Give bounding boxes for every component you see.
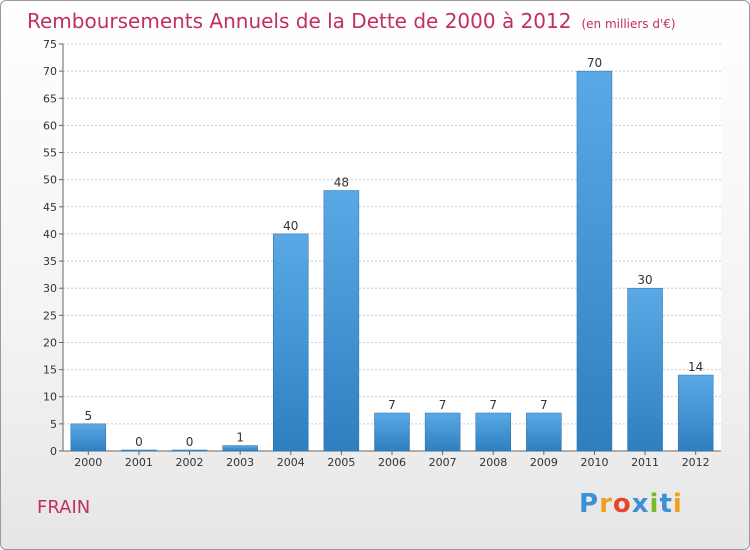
chart-title: Remboursements Annuels de la Dette de 20… — [27, 9, 676, 33]
bar — [677, 374, 714, 452]
x-tick-label: 2010 — [580, 456, 608, 469]
logo-letter: x — [631, 489, 650, 519]
chart-title-text: Remboursements Annuels de la Dette de 20… — [27, 9, 572, 33]
data-label: 0 — [135, 435, 143, 449]
bar — [576, 70, 613, 452]
bar — [171, 449, 208, 452]
x-tick-label: 2009 — [530, 456, 558, 469]
data-label: 30 — [637, 273, 652, 287]
y-tick-label: 70 — [43, 65, 57, 78]
data-label: 0 — [186, 435, 194, 449]
y-tick-label: 75 — [43, 38, 57, 51]
y-tick-label: 60 — [43, 119, 57, 132]
y-tick-label: 35 — [43, 255, 57, 268]
proxiti-logo: Proxiti — [579, 489, 683, 519]
x-tick-label: 2008 — [479, 456, 507, 469]
y-tick-label: 50 — [43, 174, 57, 187]
data-label: 48 — [334, 176, 349, 190]
x-tick-label: 2006 — [378, 456, 406, 469]
y-tick-label: 65 — [43, 92, 57, 105]
bar — [222, 445, 258, 452]
x-tick-label: 2011 — [631, 456, 659, 469]
data-label: 1 — [236, 431, 244, 445]
y-tick-label: 10 — [43, 391, 57, 404]
y-tick-label: 40 — [43, 228, 57, 241]
x-tick-label: 2005 — [327, 456, 355, 469]
bar — [424, 412, 461, 452]
y-tick-label: 5 — [50, 418, 57, 431]
bar — [526, 412, 562, 452]
y-tick-label: 25 — [43, 309, 57, 322]
logo-letter: o — [612, 489, 632, 519]
logo-letter: i — [649, 489, 660, 519]
bar — [323, 190, 360, 452]
chart-unit: (en milliers d'€) — [581, 17, 676, 31]
data-label: 7 — [540, 398, 548, 412]
x-tick-label: 2002 — [176, 456, 204, 469]
plot-area — [63, 44, 721, 451]
logo-letter: r — [599, 489, 613, 519]
y-tick-label: 0 — [50, 445, 57, 458]
x-tick-label: 2007 — [429, 456, 457, 469]
logo-letter: P — [579, 489, 600, 519]
y-tick-label: 30 — [43, 282, 57, 295]
bar — [475, 412, 511, 452]
x-tick-label: 2003 — [226, 456, 254, 469]
y-tick-label: 45 — [43, 201, 57, 214]
data-label: 5 — [84, 409, 92, 423]
data-label: 7 — [489, 398, 497, 412]
y-tick-label: 55 — [43, 147, 57, 160]
bar — [70, 423, 107, 452]
y-tick-label: 15 — [43, 364, 57, 377]
data-label: 40 — [283, 219, 298, 233]
data-label: 7 — [439, 398, 447, 412]
logo-letter: i — [672, 489, 683, 519]
x-tick-label: 2012 — [682, 456, 710, 469]
data-label: 70 — [587, 56, 602, 70]
place-name: FRAIN — [37, 497, 91, 518]
bar — [273, 233, 309, 452]
data-label: 7 — [388, 398, 396, 412]
x-tick-label: 2001 — [125, 456, 153, 469]
bar — [121, 449, 157, 452]
logo-letter: t — [659, 489, 673, 519]
data-label: 14 — [688, 360, 703, 374]
x-tick-label: 2004 — [277, 456, 305, 469]
bar — [627, 287, 663, 452]
y-tick-label: 20 — [43, 336, 57, 349]
bar — [374, 412, 410, 452]
x-tick-label: 2000 — [74, 456, 102, 469]
